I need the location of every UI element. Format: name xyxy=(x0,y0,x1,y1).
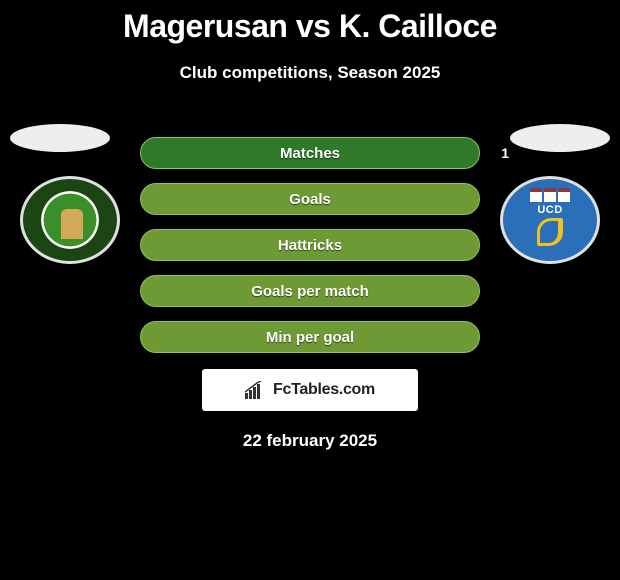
stats-list: Matches1 Goals Hattricks Goals per match Min… xyxy=(140,137,480,353)
stat-value-right: 1 xyxy=(501,145,509,161)
stat-label: Matches xyxy=(280,145,340,162)
stat-row: Min per goal xyxy=(140,321,480,353)
bray-wanderers-crest-icon xyxy=(20,176,120,264)
player-left-silhouette xyxy=(10,124,110,152)
ucd-dublin-crest-icon: UCD xyxy=(500,176,600,264)
player-right-silhouette xyxy=(510,124,610,152)
bar-chart-icon xyxy=(245,381,267,399)
stat-label: Goals xyxy=(289,191,331,208)
stat-row: Matches1 xyxy=(140,137,480,169)
stat-row: Goals xyxy=(140,183,480,215)
stat-label: Goals per match xyxy=(251,283,369,300)
date-label: 22 february 2025 xyxy=(0,431,620,451)
page-title: Magerusan vs K. Cailloce xyxy=(0,8,620,45)
club-badge-right: UCD xyxy=(500,176,600,264)
stat-label: Hattricks xyxy=(278,237,342,254)
stat-row: Hattricks xyxy=(140,229,480,261)
stat-row: Goals per match xyxy=(140,275,480,307)
club-badge-left xyxy=(20,176,120,264)
page-subtitle: Club competitions, Season 2025 xyxy=(0,63,620,83)
stat-label: Min per goal xyxy=(266,329,354,346)
brand-badge[interactable]: FcTables.com xyxy=(202,369,418,411)
comparison-card: Magerusan vs K. Cailloce Club competitio… xyxy=(0,0,620,451)
brand-text: FcTables.com xyxy=(273,381,375,399)
